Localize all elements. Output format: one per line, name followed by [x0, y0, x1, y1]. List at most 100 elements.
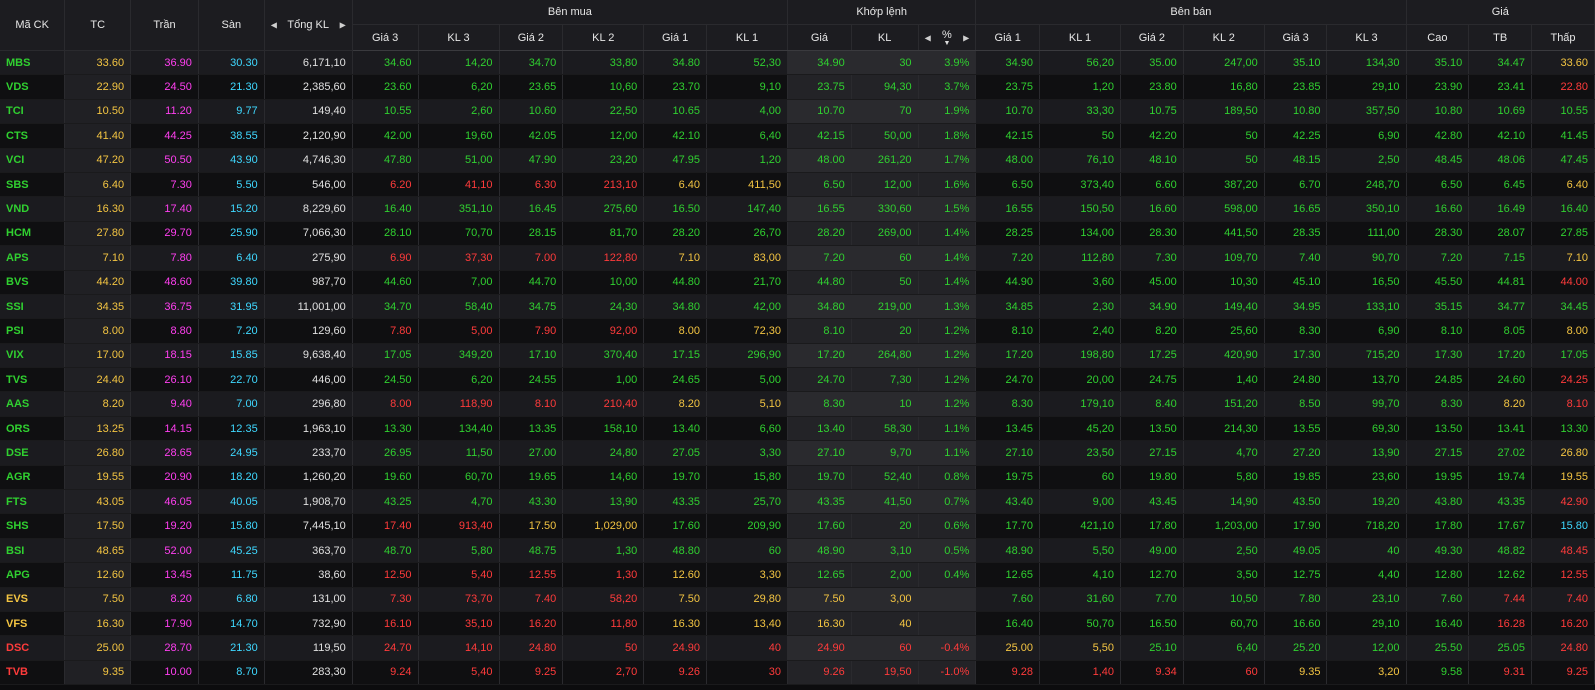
table-row[interactable]: TVS 24.40 26.10 22.70 446,00 24.50 6,20 24.55 1,… [0, 367, 1595, 393]
symbol-cell[interactable]: TVB [0, 660, 66, 686]
header-high[interactable]: Cao [1406, 24, 1470, 51]
header-ceil[interactable]: Trần [130, 0, 199, 51]
buy-price-1-cell: 27.05 [643, 440, 707, 466]
symbol-cell[interactable]: AAS [0, 391, 66, 417]
table-row[interactable]: TVB 9.35 10.00 8.70 283,30 9.24 5,40 9.25 2,70 9.… [0, 660, 1595, 686]
header-sell-vol-3[interactable]: KL 3 [1326, 24, 1407, 51]
symbol-cell[interactable]: CTS [0, 123, 66, 149]
table-row[interactable]: PSI 8.00 8.80 7.20 129,60 7.80 5,00 7.90 92,00 8.… [0, 318, 1595, 344]
scroll-left-icon[interactable]: ◀ [270, 20, 277, 30]
buy-price-3-cell: 26.95 [352, 440, 419, 466]
table-row[interactable]: VDS 22.90 24.50 21.30 2,385,60 23.60 6,20 23.65… [0, 74, 1595, 100]
total-vol-cell: 233,70 [264, 440, 353, 466]
table-row[interactable]: AGR 19.55 20.90 18.20 1,260,20 19.60 60,70 19.6… [0, 465, 1595, 491]
buy-price-1-cell: 7.10 [643, 245, 707, 271]
buy-vol-2-cell: 24,30 [562, 294, 645, 320]
table-row[interactable]: DSE 26.80 28.65 24.95 233,70 26.95 11,50 27.00 2… [0, 440, 1595, 466]
header-buy-vol-3[interactable]: KL 3 [418, 24, 500, 51]
sell-price-3-cell: 8.30 [1264, 318, 1328, 344]
buy-price-1-cell: 34.80 [643, 294, 707, 320]
symbol-cell[interactable]: VCI [0, 148, 66, 173]
symbol-cell[interactable]: VFS [0, 611, 66, 637]
header-buy-price-3[interactable]: Giá 3 [352, 24, 419, 51]
symbol-cell[interactable]: DSC [0, 635, 66, 661]
table-row[interactable]: EVS 7.50 8.20 6.80 131,00 7.30 73,70 7.40 58,20 7… [0, 587, 1595, 612]
symbol-cell[interactable]: ORS [0, 416, 66, 442]
header-sell-vol-2[interactable]: KL 2 [1183, 24, 1265, 51]
scroll-right-icon[interactable]: ▶ [339, 20, 346, 30]
ref-price-cell: 19.55 [64, 465, 132, 491]
table-row[interactable]: VFS 16.30 17.90 14.70 732,90 16.10 35,10 16.20 1… [0, 611, 1595, 637]
table-row[interactable]: VND 16.30 17.40 15.20 8,229,60 16.40 351,10 16.… [0, 196, 1595, 222]
header-match-pct[interactable]: ◀ % ▼ ▶ [918, 24, 977, 51]
symbol-cell[interactable]: AGR [0, 465, 66, 491]
next-column-icon[interactable]: ▶ [963, 33, 970, 42]
header-ref[interactable]: TC [64, 0, 132, 51]
symbol-cell[interactable]: BSI [0, 538, 66, 564]
symbol-cell[interactable]: MBS [0, 50, 66, 76]
table-row[interactable]: SSI 34.35 36.75 31.95 11,001,00 34.70 58,40 34.… [0, 294, 1595, 320]
sell-vol-2-cell: 214,30 [1183, 416, 1265, 442]
symbol-cell[interactable]: APS [0, 245, 66, 271]
table-row[interactable]: MBS 33.60 36.90 30.30 6,171,10 34.60 14,20 34.7… [0, 50, 1595, 76]
header-sell-price-3[interactable]: Giá 3 [1264, 24, 1328, 51]
ceil-price-cell: 7.80 [130, 245, 199, 271]
header-buy-vol-2[interactable]: KL 2 [562, 24, 645, 51]
header-symbol[interactable]: Mã CK [0, 0, 66, 51]
header-buy-price-1[interactable]: Giá 1 [643, 24, 707, 51]
table-row[interactable]: VIX 17.00 18.15 15.85 9,638,40 17.05 349,20 17.… [0, 343, 1595, 369]
sell-vol-3-cell: 40 [1326, 538, 1407, 564]
table-row[interactable]: SHS 17.50 19.20 15.80 7,445,10 17.40 913,40 17.… [0, 513, 1595, 539]
table-row[interactable]: FTS 43.05 46.05 40.05 1,908,70 43.25 4,70 43.30… [0, 489, 1595, 515]
symbol-cell[interactable]: SHS [0, 513, 66, 539]
symbol-cell[interactable]: SBS [0, 172, 66, 198]
prev-column-icon[interactable]: ◀ [924, 33, 931, 42]
header-avg[interactable]: TB [1468, 24, 1533, 51]
header-sell-price-1[interactable]: Giá 1 [975, 24, 1041, 51]
avg-price-cell: 8.20 [1468, 391, 1533, 417]
header-sell-price-2[interactable]: Giá 2 [1120, 24, 1184, 51]
buy-vol-2-cell: 275,60 [562, 196, 645, 222]
symbol-cell[interactable]: TVS [0, 367, 66, 393]
header-floor[interactable]: Sàn [198, 0, 265, 51]
symbol-cell[interactable]: PSI [0, 318, 66, 344]
header-buy-price-2[interactable]: Giá 2 [499, 24, 564, 51]
table-row[interactable]: BVS 44.20 48.60 39.80 987,70 44.60 7,00 44.70 10… [0, 270, 1595, 295]
header-total-vol[interactable]: ◀ Tổng KL ▶ [264, 0, 353, 51]
header-buy-vol-1[interactable]: KL 1 [706, 24, 788, 51]
symbol-cell[interactable]: VND [0, 196, 66, 222]
symbol-cell[interactable]: APG [0, 562, 66, 588]
symbol-cell[interactable]: BVS [0, 270, 66, 295]
ceil-price-cell: 28.65 [130, 440, 199, 466]
header-match-vol[interactable]: KL [851, 24, 919, 51]
symbol-cell[interactable]: EVS [0, 587, 66, 612]
symbol-cell[interactable]: TCI [0, 99, 66, 125]
header-sell-vol-1[interactable]: KL 1 [1039, 24, 1122, 51]
ref-price-cell: 33.60 [64, 50, 132, 76]
table-row[interactable]: SBS 6.40 7.30 5.50 546,00 6.20 41,10 6.30 213,10… [0, 172, 1595, 198]
match-pct-cell: 1.4% [918, 270, 977, 295]
table-row[interactable]: BSI 48.65 52.00 45.25 363,70 48.70 5,80 48.75 1,… [0, 538, 1595, 564]
table-row[interactable]: CTS 41.40 44.25 38.55 2,120,90 42.00 19,60 42.0… [0, 123, 1595, 149]
symbol-cell[interactable]: VDS [0, 74, 66, 100]
table-row[interactable]: AAS 8.20 9.40 7.00 296,80 8.00 118,90 8.10 210,4… [0, 391, 1595, 417]
header-low[interactable]: Thấp [1531, 24, 1595, 51]
avg-price-cell: 17.67 [1468, 513, 1533, 539]
sell-price-1-cell: 17.70 [975, 513, 1041, 539]
high-price-cell: 25.50 [1406, 635, 1470, 661]
table-row[interactable]: ORS 13.25 14.15 12.35 1,963,10 13.30 134,40 13.… [0, 416, 1595, 442]
table-row[interactable]: DSC 25.00 28.70 21.30 119,50 24.70 14,10 24.80 5… [0, 635, 1595, 661]
table-row[interactable]: APG 12.60 13.45 11.75 38,60 12.50 5,40 12.55 1,3… [0, 562, 1595, 588]
table-row[interactable]: TCI 10.50 11.20 9.77 149,40 10.55 2,60 10.60 22,… [0, 99, 1595, 125]
symbol-cell[interactable]: FTS [0, 489, 66, 515]
table-row[interactable]: APS 7.10 7.80 6.40 275,90 6.90 37,30 7.00 122,80… [0, 245, 1595, 271]
symbol-cell[interactable]: SSI [0, 294, 66, 320]
symbol-cell[interactable]: HCM [0, 221, 66, 247]
buy-vol-2-cell: 50 [562, 635, 645, 661]
table-row[interactable]: VCI 47.20 50.50 43.90 4,746,30 47.80 51,00 47.9… [0, 148, 1595, 173]
symbol-cell[interactable]: VIX [0, 343, 66, 369]
header-match-price[interactable]: Giá [787, 24, 852, 51]
symbol-cell[interactable]: DSE [0, 440, 66, 466]
table-row[interactable]: HCM 27.80 29.70 25.90 7,066,30 28.10 70,70 28.1… [0, 221, 1595, 247]
floor-price-cell: 7.00 [198, 391, 265, 417]
